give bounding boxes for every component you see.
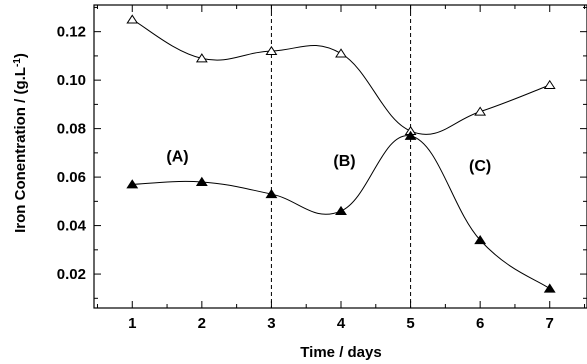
y-tick-label: 0.02: [57, 266, 86, 283]
region-label: (A): [166, 148, 188, 165]
y-tick-label: 0.10: [57, 72, 86, 89]
filled-triangle-point: [126, 179, 139, 189]
x-tick-label: 7: [546, 315, 554, 332]
y-axis-title-main: Iron Conentration / (g.L: [12, 67, 29, 233]
region-label: (B): [333, 153, 355, 170]
filled-triangle-point: [474, 234, 487, 245]
x-tick-label: 4: [337, 315, 346, 332]
y-tick-label: 0.12: [57, 24, 86, 41]
open-triangle-point: [335, 48, 347, 58]
x-tick-label: 5: [406, 315, 414, 332]
y-tick-label: 0.06: [57, 169, 86, 186]
y-axis-title: Iron Conentration / (g.L-1): [12, 53, 30, 233]
y-axis-title-superscript: -1: [12, 58, 23, 67]
filled-triangle-point: [335, 205, 347, 216]
filled-triangle-point: [195, 176, 208, 186]
x-tick-label: 3: [267, 315, 275, 332]
filled-triangle-point: [543, 283, 556, 293]
x-tick-label: 2: [198, 315, 206, 332]
filled-triangle-point: [404, 130, 417, 140]
x-axis-title: Time / days: [300, 344, 381, 361]
series-line-open-triangle: [132, 19, 550, 135]
y-tick-label: 0.04: [57, 218, 87, 235]
x-tick-label: 6: [476, 315, 484, 332]
open-triangle-point: [126, 14, 139, 24]
y-tick-label: 0.08: [57, 121, 86, 138]
y-axis-title-end: ): [12, 53, 29, 58]
region-label: (C): [469, 158, 491, 175]
open-triangle-point: [195, 53, 208, 63]
open-triangle-point: [265, 45, 278, 56]
open-triangle-point: [543, 79, 556, 89]
filled-triangle-point: [265, 188, 278, 199]
x-tick-label: 1: [128, 315, 136, 332]
open-triangle-point: [474, 106, 487, 116]
plot-marks: 1 2 3 4 5 6 7 0.02 0.04 0.06 0.08 0.10 0.12 (A) (B) (C): [57, 4, 587, 332]
